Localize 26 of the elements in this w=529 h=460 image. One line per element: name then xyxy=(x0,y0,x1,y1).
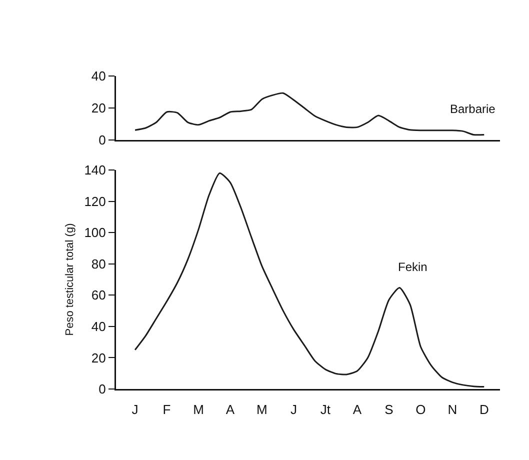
x-tick-label: M xyxy=(256,402,268,418)
y-tick-label: 140 xyxy=(84,162,106,178)
series-label: Fekin xyxy=(398,260,428,274)
x-tick-label: M xyxy=(193,402,204,418)
y-tick-label: 20 xyxy=(91,350,106,366)
y-tick-label: 20 xyxy=(91,100,106,116)
series-label: Barbarie xyxy=(450,102,496,116)
y-tick-label: 80 xyxy=(91,256,106,272)
y-tick-label: 0 xyxy=(98,132,106,148)
y-tick-label: 40 xyxy=(91,318,106,334)
x-tick-label: J xyxy=(290,402,297,418)
x-tick-label: D xyxy=(479,402,489,418)
y-tick-label: 60 xyxy=(91,288,106,303)
x-tick-label: N xyxy=(448,402,458,418)
x-tick-label: Jt xyxy=(320,402,331,418)
x-tick-label: J xyxy=(132,402,138,418)
y-axis-title: Peso testicular total (g) xyxy=(64,223,76,336)
x-tick-label: F xyxy=(162,402,171,418)
x-tick-label: A xyxy=(352,402,362,418)
x-tick-label: S xyxy=(384,402,394,418)
y-tick-label: 120 xyxy=(84,194,106,209)
y-tick-label: 0 xyxy=(98,382,106,397)
x-tick-label: A xyxy=(226,402,235,418)
y-tick-label: 40 xyxy=(91,68,106,84)
y-tick-label: 100 xyxy=(84,225,106,240)
x-tick-label: O xyxy=(416,402,426,418)
